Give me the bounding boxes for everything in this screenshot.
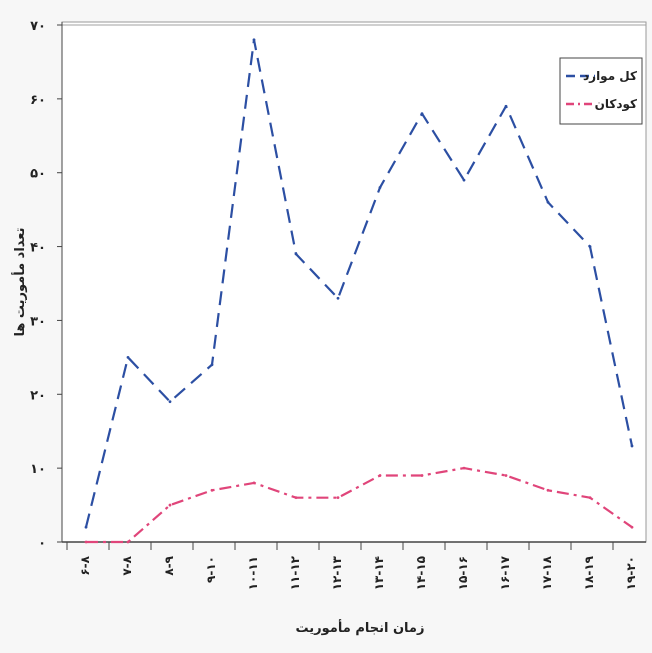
y-tick-label: ۰ bbox=[38, 536, 46, 551]
data-point bbox=[84, 540, 88, 544]
x-tick-label: ۱۸-۱۹ bbox=[582, 555, 596, 590]
x-tick-label: ۱۷-۱۸ bbox=[540, 555, 554, 590]
data-point bbox=[546, 488, 550, 492]
data-point bbox=[504, 104, 508, 108]
data-point bbox=[252, 481, 256, 485]
data-point bbox=[84, 525, 88, 529]
x-tick-label: ۱۹-۲۰ bbox=[624, 556, 638, 590]
x-tick-label: ۱۶-۱۷ bbox=[498, 555, 512, 590]
x-axis-ticks: ۶-۸ ۷-۸ ۸-۹ ۹-۱۰ ۱۰-۱۱ ۱۱-۱۲ ۱۲-۱۳ ۱۳-۱۴ ۱۴-۱۵ ۱۵… bbox=[66, 542, 638, 590]
data-point bbox=[420, 112, 424, 116]
data-point bbox=[294, 252, 298, 256]
legend-label-children: کودکان bbox=[595, 97, 637, 112]
y-axis-ticks: ۰ ۱۰ ۲۰ ۳۰ ۴۰ ۵۰ ۶۰ ۷۰ bbox=[30, 19, 62, 551]
data-point bbox=[168, 503, 172, 507]
series-layer bbox=[84, 38, 634, 544]
x-axis-title: زمان انجام مأموریت bbox=[296, 619, 425, 636]
x-tick-label: ۱۲-۱۳ bbox=[330, 555, 344, 590]
data-point bbox=[252, 38, 256, 42]
x-tick-label: ۸-۹ bbox=[162, 555, 176, 575]
data-point bbox=[462, 466, 466, 470]
data-point bbox=[420, 474, 424, 477]
x-tick-label: ۶-۸ bbox=[78, 555, 92, 575]
x-tick-label: ۱۱-۱۲ bbox=[288, 555, 302, 590]
data-point bbox=[168, 400, 172, 404]
data-point bbox=[126, 355, 130, 359]
data-point bbox=[294, 496, 298, 500]
y-tick-label: ۴۰ bbox=[30, 241, 46, 256]
data-point bbox=[588, 496, 592, 500]
y-tick-label: ۶۰ bbox=[30, 93, 46, 108]
legend: کل موارد کودکان bbox=[559, 57, 643, 125]
data-point bbox=[126, 540, 130, 544]
data-point bbox=[378, 474, 382, 477]
legend-box bbox=[559, 57, 643, 125]
x-tick-label: ۱۴-۱۵ bbox=[414, 556, 428, 590]
y-tick-label: ۲۰ bbox=[30, 388, 46, 403]
x-tick-label: ۱۵-۱۶ bbox=[456, 556, 470, 590]
data-point bbox=[462, 178, 466, 182]
legend-label-total: کل موارد bbox=[583, 69, 637, 84]
x-tick-label: ۱۳-۱۴ bbox=[372, 556, 386, 590]
plot-area bbox=[61, 21, 647, 543]
y-tick-label: ۵۰ bbox=[30, 167, 46, 182]
x-tick-label: ۹-۱۰ bbox=[204, 556, 218, 583]
data-point bbox=[630, 525, 634, 529]
data-point bbox=[336, 296, 340, 300]
y-tick-label: ۱۰ bbox=[30, 462, 46, 477]
data-point bbox=[336, 496, 340, 500]
series-line-total bbox=[84, 38, 634, 528]
series-line-children bbox=[86, 467, 633, 544]
y-axis-title: تعداد مأموریت ها bbox=[11, 227, 28, 336]
data-point bbox=[378, 186, 382, 189]
data-point bbox=[210, 488, 214, 492]
data-point bbox=[210, 363, 214, 367]
data-point bbox=[504, 474, 508, 477]
x-tick-label: ۱۰-۱۱ bbox=[246, 556, 260, 590]
data-point bbox=[588, 245, 592, 248]
data-point bbox=[630, 444, 634, 448]
y-tick-label: ۳۰ bbox=[30, 314, 46, 329]
y-tick-label: ۷۰ bbox=[30, 19, 46, 34]
x-tick-label: ۷-۸ bbox=[120, 555, 134, 575]
data-point bbox=[546, 200, 550, 204]
